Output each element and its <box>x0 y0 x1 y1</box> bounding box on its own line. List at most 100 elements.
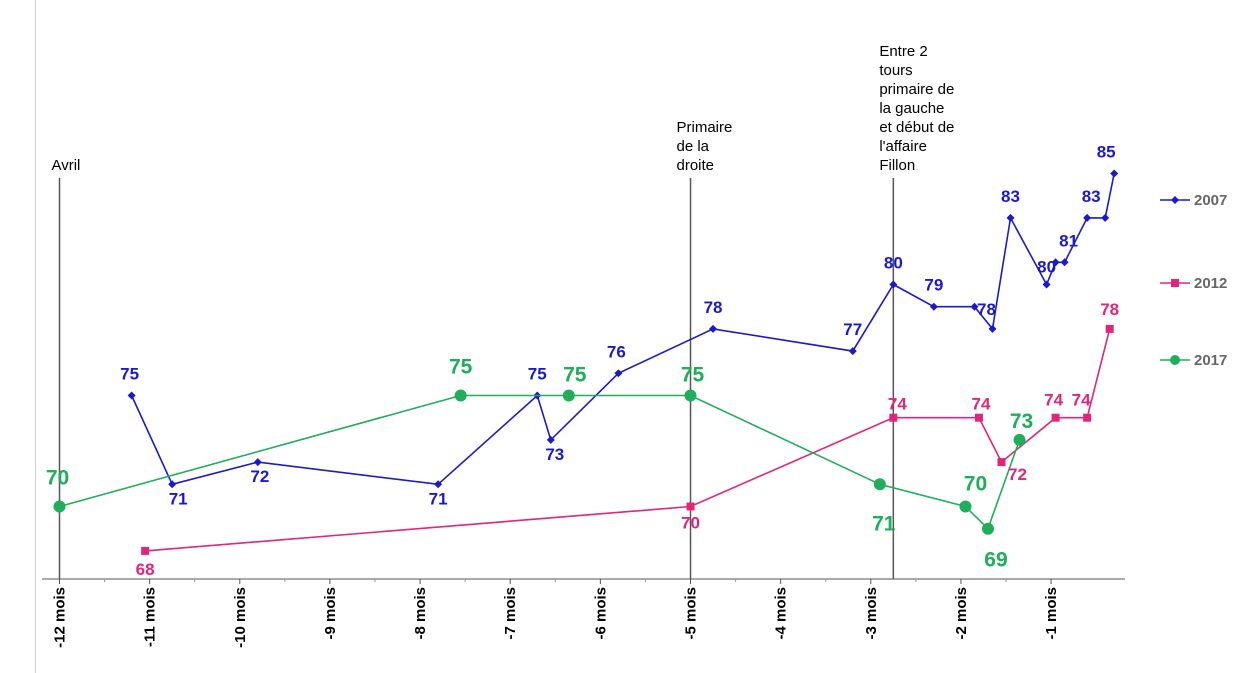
x-tick-label: -5 mois <box>683 587 700 640</box>
data-label-2017: 70 <box>46 467 69 490</box>
legend-label-2012: 2012 <box>1194 275 1227 292</box>
x-tick-label: -8 mois <box>412 587 429 640</box>
legend-marker-2007 <box>1171 196 1179 204</box>
data-point-2007 <box>709 324 718 333</box>
data-point-2012 <box>889 413 898 422</box>
data-point-2007 <box>1101 213 1110 222</box>
data-point-2007 <box>546 435 555 444</box>
data-point-2012 <box>1051 413 1060 422</box>
annotation-text: Avril <box>52 157 81 174</box>
data-point-2007 <box>889 280 898 289</box>
x-tick-label: -2 mois <box>953 587 970 640</box>
data-label-2007: 75 <box>120 365 139 384</box>
annotation-text: l'affaire <box>879 138 927 155</box>
data-label-2007: 80 <box>1037 258 1056 277</box>
data-point-2012 <box>1105 324 1114 333</box>
annotation-text: de la <box>677 138 710 155</box>
data-point-2012 <box>141 546 150 555</box>
data-label-2007: 73 <box>545 445 564 464</box>
data-point-2007 <box>929 302 938 311</box>
annotation-text: Primaire <box>677 119 733 136</box>
data-label-2007: 71 <box>169 489 188 508</box>
data-point-2007 <box>1060 258 1069 267</box>
x-tick-label: -7 mois <box>502 587 519 640</box>
data-point-2017 <box>562 389 575 402</box>
data-point-2007 <box>1110 169 1119 178</box>
data-point-2007 <box>970 302 979 311</box>
data-point-2007 <box>168 480 177 489</box>
data-label-2012: 74 <box>1044 391 1063 410</box>
data-point-2007 <box>988 324 997 333</box>
data-label-2012: 78 <box>1100 300 1119 319</box>
data-label-2007: 81 <box>1059 231 1078 250</box>
data-label-2007: 83 <box>1001 187 1020 206</box>
data-label-2017: 75 <box>563 364 587 387</box>
data-label-2017: 73 <box>1010 410 1033 433</box>
x-tick-label: -10 mois <box>232 587 249 648</box>
data-label-2007: 71 <box>429 489 448 508</box>
data-point-2017 <box>53 500 66 513</box>
x-tick-label: -3 mois <box>863 587 880 640</box>
series-line-2007 <box>130 173 1115 486</box>
data-label-2017: 75 <box>449 356 473 379</box>
series-line-2012 <box>145 328 1111 552</box>
data-point-2017 <box>873 478 886 491</box>
data-label-2007: 78 <box>977 300 996 319</box>
annotation-text: et début de <box>879 119 954 136</box>
legend-label-2017: 2017 <box>1194 352 1227 369</box>
data-label-layer: 7571727175737678778079788380818385687074… <box>46 143 1119 579</box>
series-line-2017 <box>59 394 1021 531</box>
data-label-2012: 74 <box>1072 391 1091 410</box>
annotation-text: droite <box>677 157 715 174</box>
x-tick-label: -6 mois <box>592 587 609 640</box>
legend-marker-2012 <box>1171 279 1179 287</box>
data-point-2007 <box>1006 213 1015 222</box>
data-label-2007: 85 <box>1097 143 1116 162</box>
data-label-2007: 80 <box>884 254 903 273</box>
legend-label-2007: 2007 <box>1194 192 1227 209</box>
annotation-layer: Avril Primaire de la droite Entre 2 tours prim… <box>52 43 954 579</box>
series-layer <box>53 169 1119 555</box>
data-point-2017 <box>981 522 994 535</box>
data-label-2007: 77 <box>843 320 862 339</box>
x-tick-label: -12 mois <box>52 587 69 648</box>
data-point-2007 <box>848 347 857 356</box>
legend: 2007 2012 2017 <box>1160 192 1227 369</box>
annotation-text: tours <box>879 62 912 79</box>
data-label-2012: 74 <box>888 395 907 414</box>
data-point-2007 <box>1042 280 1051 289</box>
data-label-2012: 72 <box>1008 465 1027 484</box>
data-label-2012: 68 <box>136 560 155 579</box>
data-label-2007: 78 <box>704 298 723 317</box>
x-axis: -12 mois -11 mois -10 mois -9 mois -8 mois -7… <box>42 578 1125 648</box>
data-label-2007: 75 <box>528 365 547 384</box>
data-label-2007: 83 <box>1082 187 1101 206</box>
data-point-2017 <box>1013 433 1026 446</box>
data-point-2007 <box>127 391 136 400</box>
annotation-text: Fillon <box>879 157 915 174</box>
data-point-2017 <box>959 500 972 513</box>
data-point-2017 <box>454 389 467 402</box>
annotation-text: Entre 2 <box>879 43 927 60</box>
data-label-2017: 75 <box>681 364 705 387</box>
data-point-2012 <box>997 458 1006 467</box>
data-point-2012 <box>974 413 983 422</box>
data-point-2007 <box>1083 213 1092 222</box>
data-point-2007 <box>1051 258 1060 267</box>
data-point-2007 <box>253 458 262 467</box>
data-label-2017: 70 <box>964 473 987 496</box>
data-label-2017: 69 <box>984 549 1007 572</box>
data-point-2012 <box>1083 413 1092 422</box>
x-tick-label: -4 mois <box>773 587 790 640</box>
annotation-text: primaire de <box>879 81 954 98</box>
x-tick-label: -11 mois <box>142 587 159 647</box>
x-tick-label: -1 mois <box>1043 587 1060 640</box>
data-point-2007 <box>434 480 443 489</box>
data-label-2007: 79 <box>924 276 943 295</box>
data-label-2017: 71 <box>872 512 896 535</box>
annotation-text: la gauche <box>879 100 944 117</box>
data-point-2007 <box>614 369 623 378</box>
x-tick-label: -9 mois <box>322 587 339 640</box>
data-label-2012: 74 <box>972 395 991 414</box>
